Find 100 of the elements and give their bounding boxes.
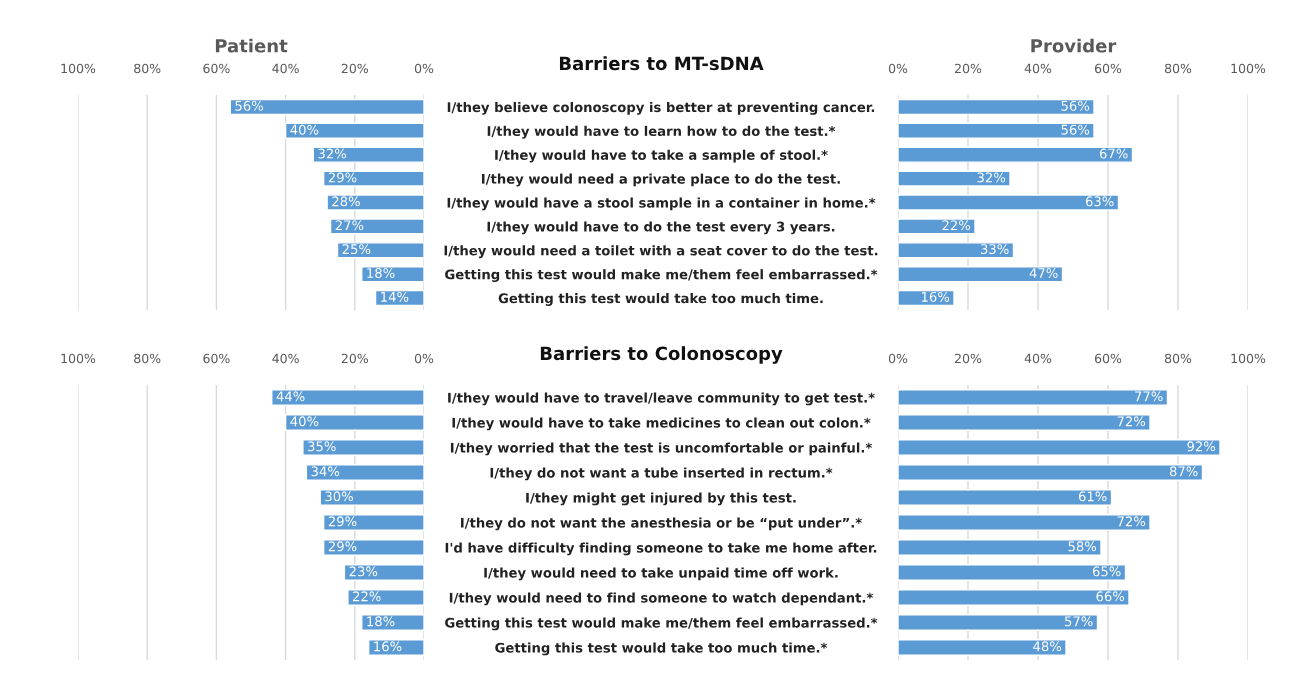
bar (343, 564, 424, 581)
x-tick-label: 100% (61, 63, 96, 74)
y-tick-label: I/they would need to find someone to watch dependant.* (449, 592, 874, 606)
bar (898, 146, 1134, 163)
bar (898, 439, 1221, 456)
bar (898, 194, 1120, 211)
x-axis-title: Patient (215, 38, 288, 53)
y-tick-label: Getting this test would make me/them feel embarrassed.* (445, 617, 878, 631)
data-label: 27% (335, 220, 364, 231)
y-tick-label: I/they would have a stool sample in a container in home.* (447, 197, 876, 211)
data-label: 40% (290, 416, 319, 427)
bar (361, 614, 424, 631)
bar (229, 98, 424, 116)
x-axis-title: Provider (1031, 38, 1117, 53)
y-tick-label: I/they might get injured by this test. (526, 492, 796, 506)
bar (329, 218, 424, 235)
data-label: 28% (332, 196, 360, 207)
bar (898, 218, 976, 235)
bar (898, 464, 1204, 481)
bar (322, 539, 424, 556)
data-label: 14% (381, 291, 409, 302)
x-tick-label: 40% (1024, 63, 1052, 74)
x-tick-label: 60% (203, 353, 230, 364)
bar (302, 439, 424, 456)
x-tick-label: 0% (414, 63, 434, 74)
y-tick-label: I/they would need a private place to do the test. (482, 173, 840, 187)
y-tick-label: I/they would need a toilet with a seat cover to do the test. (444, 245, 878, 259)
data-label: 32% (977, 172, 1006, 183)
x-tick-label: 0% (888, 63, 908, 74)
bar (898, 514, 1151, 531)
x-tick-label: 100% (61, 353, 96, 364)
y-tick-label: Getting this test would take too much time.* (495, 642, 828, 656)
bar (898, 614, 1099, 631)
y-tick-label: I/they worried that the test is uncomfortable or painful.* (450, 442, 873, 456)
bar (326, 194, 424, 211)
bar (898, 639, 1067, 656)
bar (898, 170, 1011, 187)
data-label: 22% (353, 591, 381, 602)
x-tick-label: 40% (1024, 353, 1052, 364)
data-label: 35% (308, 441, 336, 452)
y-tick-label: I/they would have to do the test every 3 years. (487, 221, 835, 235)
data-label: 87% (1169, 466, 1198, 477)
data-label: 16% (921, 291, 950, 302)
data-label: 63% (1085, 196, 1114, 207)
bar (898, 589, 1130, 606)
data-label: 34% (311, 466, 340, 477)
data-label: 40% (290, 124, 319, 135)
x-tick-label: 0% (414, 353, 434, 364)
data-label: 66% (1096, 591, 1125, 602)
data-label: 58% (1068, 541, 1097, 552)
x-tick-label: 80% (1164, 63, 1192, 74)
x-tick-label: 60% (1094, 353, 1122, 364)
bar (898, 489, 1113, 506)
data-label: 25% (342, 244, 371, 255)
data-label: 65% (1092, 566, 1121, 577)
x-tick-label: 60% (203, 63, 230, 74)
bar (898, 98, 1095, 116)
bar (898, 242, 1015, 259)
y-tick-label: I/they believe colonoscopy is better at preventing cancer. (447, 101, 875, 115)
x-tick-label: 60% (1094, 63, 1122, 74)
bar (898, 289, 955, 307)
text: Barriers to MT-sDNA (559, 56, 764, 71)
x-tick-label: 40% (272, 353, 299, 364)
data-label: 56% (235, 100, 264, 111)
x-tick-label: 20% (341, 353, 368, 364)
data-label: 29% (328, 541, 357, 552)
x-tick-label: 20% (955, 63, 982, 74)
data-label: 61% (1078, 491, 1107, 502)
bar (271, 389, 424, 406)
bar (347, 589, 424, 606)
data-label: 47% (1029, 268, 1058, 278)
bar (898, 122, 1095, 139)
bar (284, 122, 424, 139)
data-label: 16% (374, 641, 402, 652)
x-tick-label: 40% (272, 63, 299, 74)
y-tick-label: I/they would have to travel/leave community to get test.* (448, 392, 875, 406)
y-tick-label: I/they do not want the anesthesia or be “put under”.* (461, 517, 862, 531)
data-label: 67% (1099, 148, 1128, 159)
bar (367, 639, 424, 656)
bar (284, 414, 424, 431)
y-tick-label: Getting this test would make me/them feel embarrassed.* (445, 269, 878, 283)
text: Barriers to Colonoscopy (540, 346, 783, 364)
bar (898, 389, 1169, 406)
y-tick-label: I/they would need to take unpaid time off work. (484, 567, 838, 581)
data-label: 77% (1135, 391, 1163, 402)
data-label: 72% (1117, 416, 1146, 427)
y-tick-label: Getting this test would take too much time. (498, 293, 823, 306)
data-label: 57% (1065, 616, 1093, 627)
data-label: 92% (1187, 441, 1216, 452)
data-label: 18% (367, 616, 395, 627)
bar (361, 266, 424, 283)
data-label: 44% (276, 391, 305, 402)
bar (898, 266, 1064, 283)
y-tick-label: I/they would have to take a sample of stool.* (495, 149, 828, 163)
data-label: 22% (942, 220, 971, 231)
bar (319, 489, 424, 506)
data-label: 29% (328, 172, 357, 183)
bar (305, 464, 424, 481)
data-label: 56% (1061, 100, 1090, 111)
data-label: 23% (349, 566, 378, 577)
